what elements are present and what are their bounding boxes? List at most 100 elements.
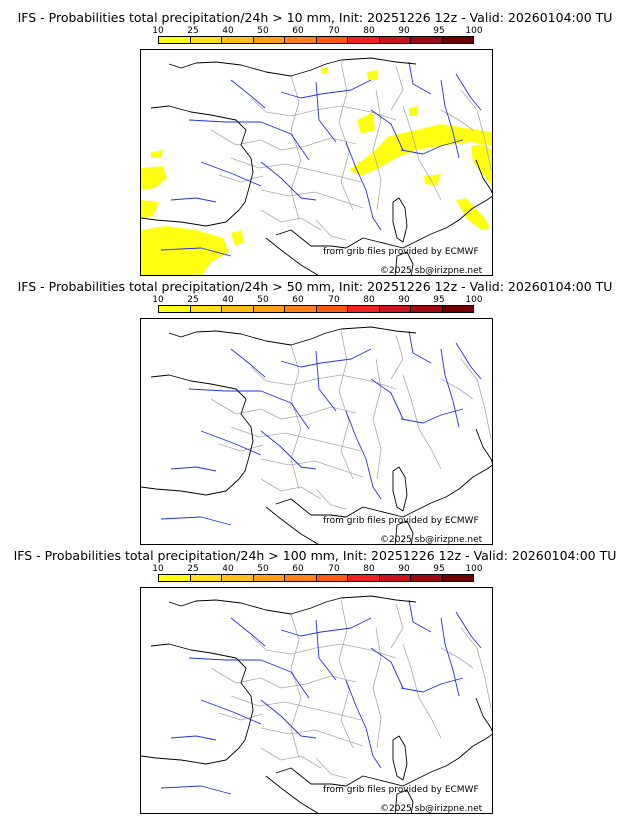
colorbar-segment: [379, 306, 411, 312]
coastline: [168, 326, 417, 346]
river: [230, 348, 266, 378]
precip-area-alps: [349, 124, 492, 176]
admin-border: [460, 627, 492, 709]
colorbar-segment: [316, 37, 348, 43]
coastline: [265, 775, 319, 813]
coastline: [168, 595, 417, 615]
coastline: [430, 464, 492, 504]
colorbar-segment: [222, 575, 254, 581]
colorbar-segment: [253, 575, 285, 581]
admin-border: [390, 65, 404, 111]
admin-border: [315, 757, 347, 779]
colorbar-segment: [253, 306, 285, 312]
river: [440, 617, 460, 697]
france-map: [141, 595, 492, 813]
colorbar-segment: [316, 575, 348, 581]
river: [370, 647, 404, 689]
river: [200, 161, 262, 187]
corsica-coast: [392, 466, 408, 512]
corsica-coast: [392, 197, 408, 243]
river: [408, 330, 432, 364]
river: [440, 79, 460, 159]
admin-border: [372, 627, 382, 749]
precip-area-northeast-spots: [409, 106, 417, 116]
precip-area-northeast-spots: [321, 68, 327, 74]
river: [230, 617, 266, 647]
river: [188, 388, 310, 430]
river: [315, 619, 337, 681]
colorbar-segment: [190, 306, 222, 312]
coastline: [265, 237, 319, 275]
admin-border: [210, 667, 357, 689]
colorbar-tick: 10: [152, 26, 164, 36]
colorbar-tick: 100: [465, 564, 483, 574]
colorbar-tick: 95: [433, 564, 445, 574]
admin-border: [230, 426, 362, 452]
admin-border: [290, 75, 302, 221]
france-map: [141, 57, 492, 275]
river: [345, 679, 382, 769]
river: [455, 73, 482, 111]
colorbar-tick: 50: [257, 564, 269, 574]
admin-border: [230, 695, 362, 721]
precip-area-northeast-spots: [367, 70, 377, 80]
river: [170, 466, 217, 472]
colorbar-segment: [348, 37, 380, 43]
admin-border: [250, 635, 397, 659]
panel-title: IFS - Probabilities total precipitation/…: [17, 279, 613, 294]
river: [408, 61, 432, 95]
colorbar-tick: 60: [292, 295, 304, 305]
colorbar-tick: 10: [152, 564, 164, 574]
river: [280, 348, 372, 368]
admin-border: [460, 358, 492, 440]
colorbar-segment: [159, 575, 191, 581]
admin-border: [260, 189, 364, 209]
copyright-credit: ©2025 sb@irizpne.net: [380, 804, 483, 814]
colorbar-segment: [348, 306, 380, 312]
admin-border: [372, 358, 382, 480]
river: [188, 119, 310, 161]
precip-area-spain-north: [141, 226, 229, 275]
admin-border: [250, 97, 397, 121]
coastline: [150, 643, 254, 749]
source-credit: from grib files provided by ECMWF: [323, 516, 479, 526]
copyright-credit: ©2025 sb@irizpne.net: [380, 535, 483, 545]
colorbar-segment: [348, 575, 380, 581]
admin-border: [218, 712, 264, 721]
river: [230, 79, 266, 109]
precip-area-corsica-east: [456, 198, 491, 230]
river: [370, 109, 404, 151]
admin-border: [260, 458, 364, 478]
colorbar-segment: [190, 37, 222, 43]
river: [160, 516, 232, 526]
colorbar: [158, 574, 474, 582]
colorbar-segment: [316, 306, 348, 312]
river: [280, 79, 372, 99]
admin-border: [230, 157, 362, 183]
sardinia-coast: [394, 520, 414, 544]
river: [170, 197, 217, 203]
precip-area-bay-of-biscay: [141, 166, 167, 190]
admin-border: [390, 334, 404, 380]
coastline: [275, 229, 432, 249]
coastline: [475, 159, 492, 194]
colorbar-tick: 90: [398, 564, 410, 574]
coastline: [475, 428, 492, 463]
admin-border: [460, 89, 492, 171]
colorbar-segment: [379, 37, 411, 43]
river: [260, 430, 317, 470]
precip-area-spain-north: [151, 150, 163, 158]
colorbar-tick: 10: [152, 295, 164, 305]
river: [440, 348, 460, 428]
precip-area-italy-west: [424, 174, 441, 186]
colorbar-segment: [159, 306, 191, 312]
colorbar-segment: [411, 575, 443, 581]
map-area: from grib files provided by ECMWF ©2025 …: [140, 587, 493, 814]
admin-border: [250, 366, 397, 390]
colorbar-tick: 40: [222, 564, 234, 574]
admin-border: [260, 209, 322, 231]
map-panel-10mm: IFS - Probabilities total precipitation/…: [0, 10, 630, 278]
admin-border: [338, 599, 354, 749]
coastline: [265, 506, 319, 544]
coastline: [275, 767, 432, 787]
